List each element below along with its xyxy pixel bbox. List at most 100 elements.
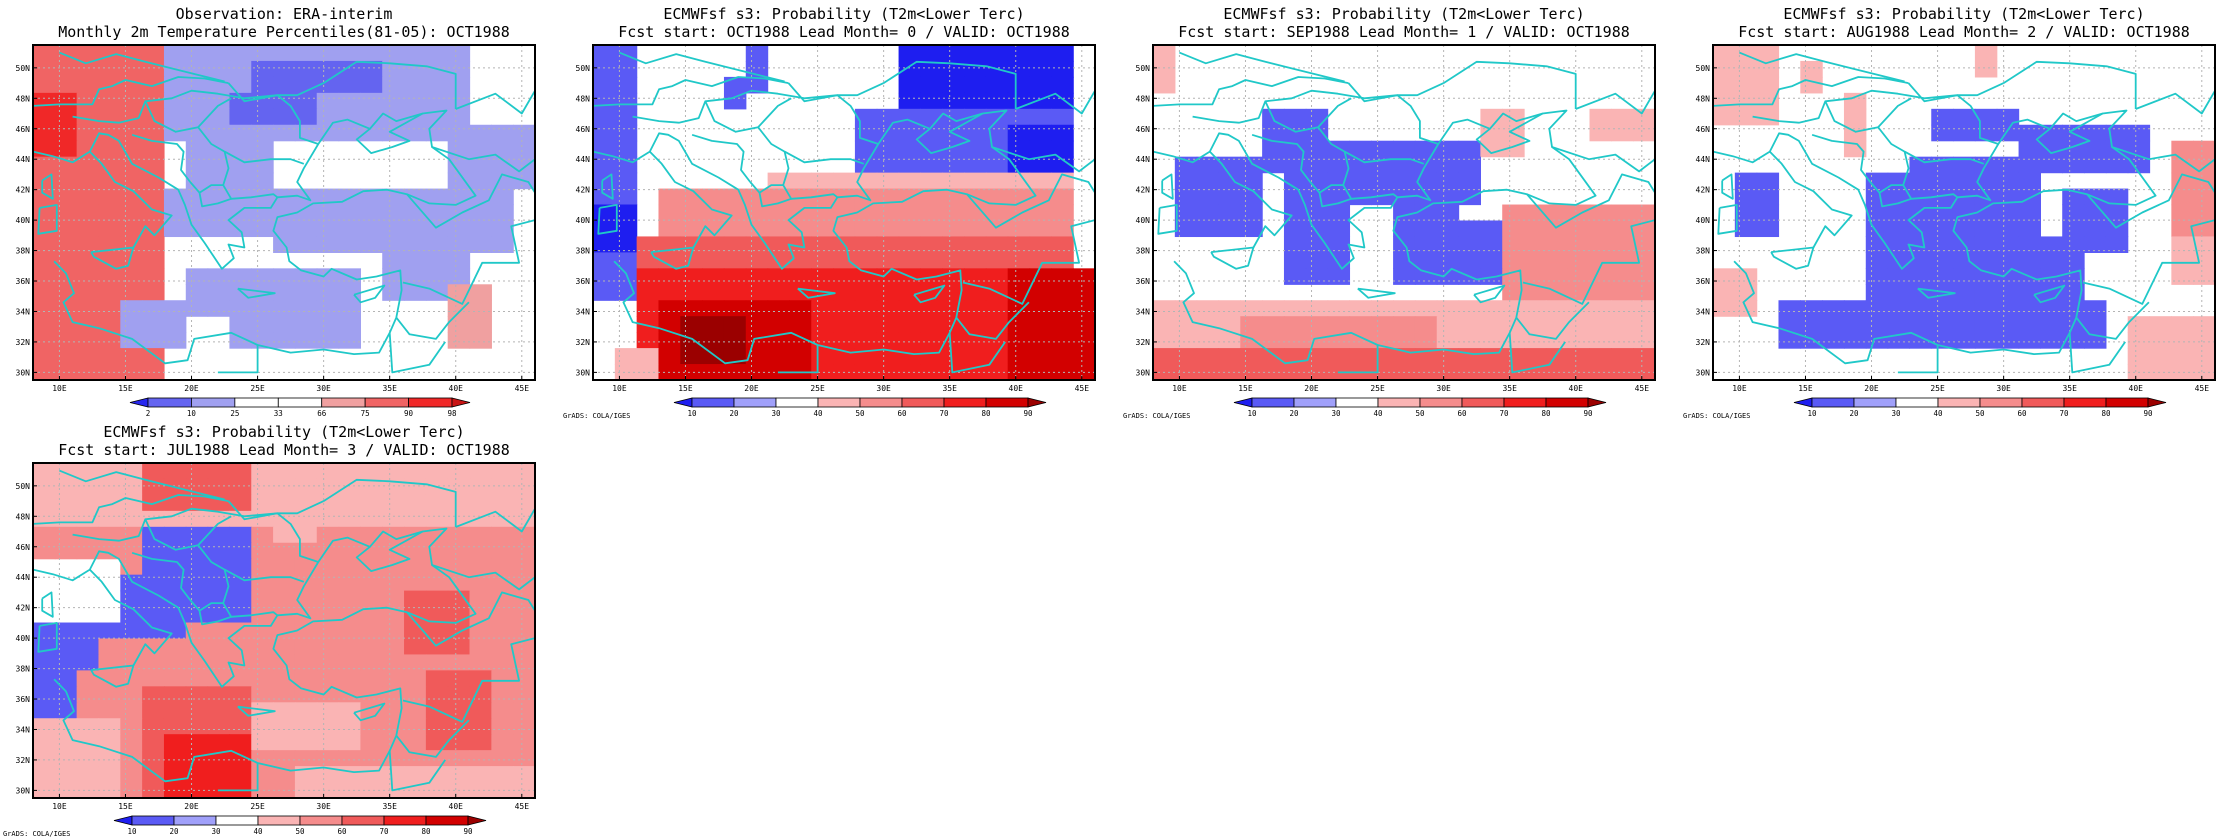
grid-cell [142, 45, 165, 62]
grid-cell [2018, 332, 2041, 349]
grid-cell [898, 220, 921, 238]
coastline [1879, 184, 1904, 194]
coastline [33, 527, 477, 783]
grid-cell [1611, 124, 1634, 142]
y-tick-label: 48N [16, 94, 31, 103]
grid-cell [1953, 172, 1976, 190]
grid-cell [404, 478, 427, 496]
grid-cell [2171, 332, 2194, 349]
grid-cell [360, 670, 383, 687]
grid-cell [251, 670, 274, 687]
grid-cell [382, 766, 405, 783]
coastline [787, 82, 879, 145]
grid-cell [54, 750, 78, 767]
grid-cell [273, 494, 296, 512]
grid-cell [273, 268, 296, 285]
grid-cell [789, 268, 812, 285]
grid-cell [76, 782, 100, 799]
legend-label: 2 [146, 409, 151, 418]
grid-cell [1029, 220, 1052, 238]
grid-cell [1051, 45, 1074, 62]
grid-cell [1305, 300, 1329, 317]
legend-label: 25 [230, 409, 239, 418]
grid-cell [614, 236, 638, 253]
grid-cell [2018, 300, 2041, 317]
coastline [1179, 51, 1345, 83]
grid-cell [1996, 252, 2020, 269]
grid-cell [1633, 348, 1656, 365]
grid-cell [316, 734, 340, 751]
coastline [72, 500, 324, 542]
grid-cell [251, 172, 274, 190]
grid-cell [1218, 172, 1241, 190]
grid-cell [811, 188, 834, 206]
legend-swatch [341, 815, 385, 826]
grid-cell [1909, 188, 1932, 206]
grid-cell [251, 76, 274, 94]
grid-cell [1843, 108, 1867, 126]
grid-cell [854, 316, 878, 333]
grid-cell [1633, 284, 1656, 301]
grid-cell [2040, 316, 2063, 333]
grid-cell [985, 364, 1009, 381]
grid-cell [2040, 156, 2063, 174]
grid-cell [1931, 236, 1954, 253]
grid-cell [636, 284, 660, 301]
grid-cell [491, 478, 514, 496]
coastline [402, 637, 535, 723]
coastline [1721, 173, 1734, 200]
grid-cell [2084, 204, 2107, 222]
grid-cell [382, 92, 405, 110]
grid-cell [120, 124, 143, 142]
y-tick-label: 40N [576, 216, 591, 225]
grid-cell [229, 156, 252, 174]
grid-cell [120, 76, 143, 94]
grid-cell [1153, 300, 1176, 317]
grid-cell [491, 236, 514, 253]
coastline [90, 664, 135, 688]
grid-cell [76, 494, 100, 512]
grid-cell [2193, 348, 2216, 365]
grid-cell [1589, 220, 1612, 238]
grid-cell [1713, 108, 1736, 126]
grid-cell [338, 766, 361, 783]
grid-cell [229, 734, 252, 751]
coastline [431, 146, 535, 173]
legend-label: 30 [211, 827, 221, 836]
grid-cell [2149, 364, 2172, 381]
legend-label: 50 [295, 827, 305, 836]
grid-cell [185, 558, 209, 576]
grid-cell [1349, 140, 1372, 158]
grid-cell [1196, 348, 1220, 365]
grid-cell [876, 172, 900, 190]
coastline [883, 60, 1017, 109]
grid-cell [1502, 220, 1525, 238]
grid-cell [1931, 220, 1954, 238]
grid-cell [767, 316, 791, 333]
coastline [41, 591, 54, 618]
x-tick-label: 20E [1304, 384, 1319, 393]
grid-cell [854, 332, 878, 349]
grid-cell [185, 92, 209, 110]
legend-swatch [1377, 397, 1421, 408]
coastline [131, 133, 191, 183]
grid-cell [469, 494, 492, 512]
grid-cell [404, 494, 427, 512]
grid-cell [1051, 204, 1074, 222]
grid-cell [1051, 364, 1074, 381]
grid-cell [614, 220, 638, 238]
legend-swatch [985, 397, 1029, 408]
grid-cell [833, 284, 856, 301]
grid-cell [54, 670, 78, 687]
grid-cell [1349, 332, 1372, 349]
grid-cell [316, 574, 340, 592]
grid-cell [1371, 316, 1394, 333]
grid-cell [142, 734, 165, 751]
y-tick-label: 32N [576, 338, 591, 347]
grid-cell [273, 670, 296, 687]
grid-cell [425, 188, 449, 206]
grid-cell [163, 718, 187, 735]
grid-cell [382, 463, 405, 480]
legend-arrow-left [129, 397, 149, 408]
legend-swatch [321, 397, 366, 408]
